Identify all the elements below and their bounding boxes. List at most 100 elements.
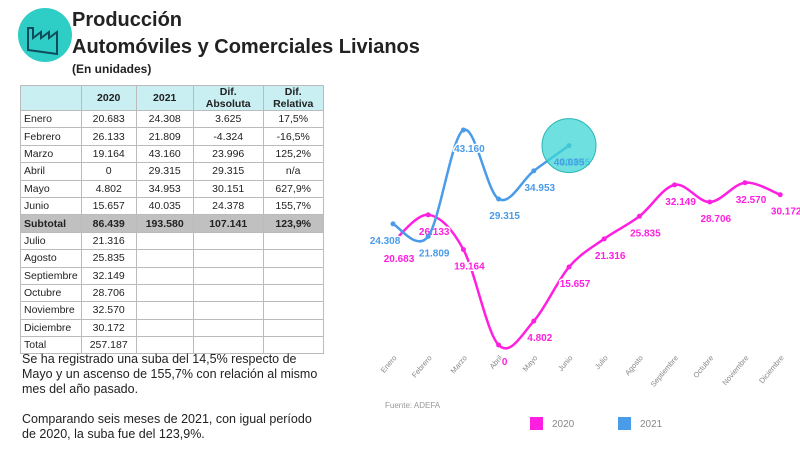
x-tick-label: Julio	[593, 354, 610, 372]
value-label: 28.706	[701, 214, 732, 225]
cell: 19.164	[80, 144, 137, 164]
point	[707, 199, 713, 205]
series-line	[392, 181, 781, 350]
value-label: 34.953	[525, 183, 556, 194]
cell: Junio	[20, 196, 82, 216]
cell	[262, 249, 324, 268]
subtitle: Automóviles y Comerciales Livianos	[72, 36, 420, 58]
cell: Septiembre	[20, 266, 82, 285]
point	[460, 127, 466, 133]
cell	[262, 283, 324, 303]
point	[777, 192, 783, 198]
cell: Subtotal	[20, 214, 82, 233]
unit: (En unidades)	[72, 62, 152, 76]
x-tick-label: Enero	[379, 354, 399, 375]
row: Junio 15.657 40.035 24.378 155,7%	[20, 196, 324, 216]
point	[601, 236, 607, 242]
point	[742, 180, 748, 186]
cell: 25.835	[80, 249, 137, 268]
cell: 32.570	[80, 301, 137, 320]
legend-label: 2021	[640, 419, 663, 430]
x-tick-label: Mayo	[521, 354, 540, 374]
cell	[135, 231, 194, 251]
row: Octubre 28.706	[20, 283, 324, 303]
cell: 29.315	[192, 162, 264, 181]
x-tick-label: Octubre	[691, 354, 715, 380]
cell	[192, 283, 264, 303]
value-label: 21.809	[419, 248, 450, 259]
value-label: 29.315	[489, 211, 520, 222]
cell: 24.308	[135, 109, 194, 129]
value-label: 32.149	[665, 197, 696, 208]
cell: 43.160	[135, 144, 194, 164]
row: Total 257.187	[20, 336, 324, 355]
cell: Mayo	[20, 179, 82, 198]
title: Producción	[72, 9, 183, 31]
cell: 30.151	[192, 179, 264, 198]
cell: -4.324	[192, 127, 264, 146]
cell: 155,7%	[262, 196, 324, 216]
column-header: Dif. Absoluta	[192, 85, 264, 111]
value-label: 43.160	[454, 144, 485, 155]
value-label: 4.802	[527, 333, 552, 344]
cell: 15.657	[80, 196, 137, 216]
cell: 29.315	[135, 162, 194, 181]
point	[636, 213, 642, 219]
point	[425, 212, 431, 218]
row: Mayo 4.802 34.953 30.151 627,9%	[20, 179, 324, 198]
value-label: 26.133	[419, 227, 450, 238]
point	[566, 264, 572, 270]
row: Enero 20.683 24.308 3.625 17,5%	[20, 109, 324, 129]
point	[531, 168, 537, 174]
cell	[262, 318, 324, 338]
row: Febrero 26.133 21.809 -4.324 -16,5%	[20, 127, 324, 146]
value-label: 32.570	[736, 195, 767, 206]
row: Septiembre 32.149	[20, 266, 324, 285]
point	[672, 182, 678, 188]
cell: 26.133	[80, 127, 137, 146]
cell: Diciembre	[20, 318, 82, 338]
cell: 86.439	[80, 214, 137, 233]
cell: 21.316	[80, 231, 137, 251]
cell	[262, 231, 324, 251]
cell: Abril	[20, 162, 82, 181]
row: Agosto 25.835	[20, 249, 324, 268]
value-label: 20.683	[384, 254, 415, 265]
legend-swatch	[618, 417, 631, 430]
point	[390, 239, 396, 245]
x-tick-label: Diciembre	[757, 354, 786, 386]
note: Comparando seis meses de 2021, con igual…	[22, 412, 312, 441]
cell	[135, 301, 194, 320]
cell	[262, 336, 324, 355]
legend-swatch	[530, 417, 543, 430]
x-tick-label: Marzo	[449, 354, 469, 376]
cell: Marzo	[20, 144, 82, 164]
point	[496, 342, 502, 348]
x-tick-label: Septiembre	[649, 354, 681, 389]
table: 2020 2021 Dif. Absoluta Dif. Relativa Enero 2…	[20, 85, 324, 355]
cell	[192, 249, 264, 268]
row: Julio 21.316	[20, 231, 324, 251]
cell: 257.187	[80, 336, 137, 355]
header-row: 2020 2021 Dif. Absoluta Dif. Relativa	[20, 85, 324, 111]
cell	[262, 301, 324, 320]
cell	[135, 266, 194, 285]
cell: 21.809	[135, 127, 194, 146]
cell: 20.683	[80, 109, 137, 129]
cell: Noviembre	[20, 301, 82, 320]
highlight	[541, 118, 597, 174]
cell: Julio	[20, 231, 82, 251]
value-label: 0	[502, 357, 508, 368]
row: Noviembre 32.570	[20, 301, 324, 320]
row: Abril 0 29.315 29.315 n/a	[20, 162, 324, 181]
cell	[20, 85, 82, 111]
cell: 32.149	[80, 266, 137, 285]
cell: 107.141	[192, 214, 264, 233]
cell: 28.706	[80, 283, 137, 303]
value-label: 24.308	[370, 236, 401, 247]
cell: 30.172	[80, 318, 137, 338]
value-label: 21.316	[595, 251, 626, 262]
source: Fuente: ADEFA	[385, 401, 441, 410]
cell	[192, 301, 264, 320]
